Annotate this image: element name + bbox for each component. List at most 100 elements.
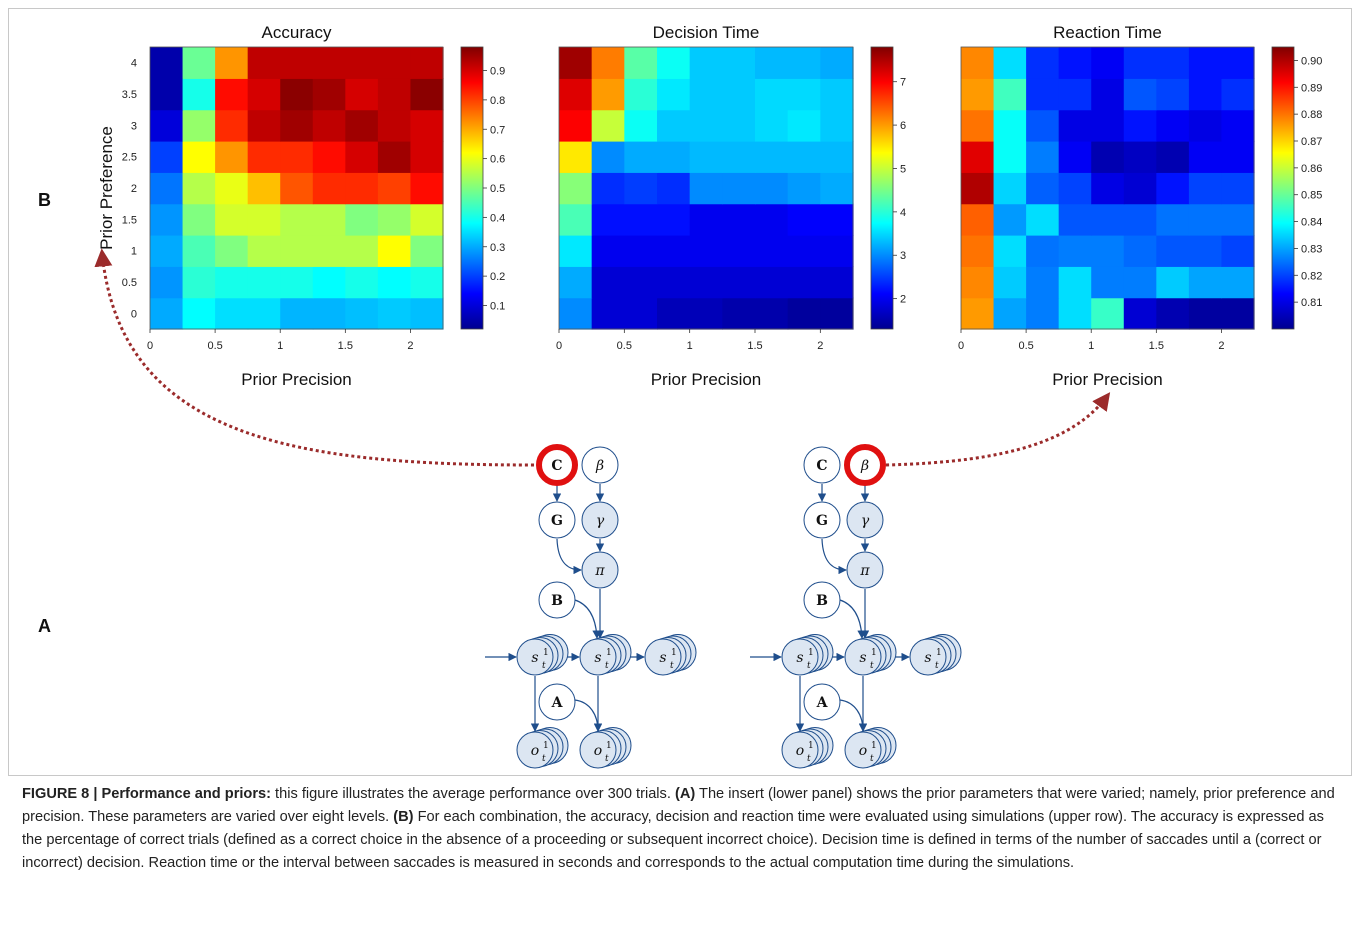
heatmap-cell bbox=[657, 172, 691, 205]
heatmap-cell bbox=[1026, 141, 1060, 173]
heatmap-cell bbox=[377, 109, 412, 142]
heatmap-cell bbox=[657, 266, 691, 299]
node-label: γ bbox=[596, 513, 605, 529]
heatmap-cell bbox=[820, 266, 854, 299]
x-tick-label: 1 bbox=[687, 340, 693, 352]
heatmap-cell bbox=[624, 78, 658, 111]
heatmap-cell bbox=[1221, 266, 1255, 299]
heatmap-cell bbox=[787, 235, 821, 267]
x-tick-label: 0.5 bbox=[1018, 340, 1033, 352]
heatmap-cell bbox=[624, 203, 658, 236]
heatmap-cell bbox=[215, 266, 249, 299]
heatmap-cell bbox=[345, 141, 379, 173]
figure-frame bbox=[8, 8, 1352, 776]
figure-graphics: Accuracy 0 0.5 1 1.5 2 Prior Precision 0 0.5 1 1.5… bbox=[94, 23, 1322, 769]
heatmap-cell bbox=[182, 203, 216, 236]
caption-part-3: For each combination, the accuracy, deci… bbox=[22, 809, 1324, 871]
graph-node bbox=[581, 551, 619, 589]
node-subscript: t bbox=[870, 661, 874, 671]
heatmap-cell bbox=[820, 78, 854, 111]
chart-title: Decision Time bbox=[653, 23, 760, 42]
heatmap-cell bbox=[280, 47, 314, 79]
heatmap-cell bbox=[722, 172, 756, 205]
heatmap-cell bbox=[410, 109, 444, 142]
heatmap-cell bbox=[1221, 172, 1255, 205]
heatmap-cell bbox=[787, 47, 821, 79]
heatmap-cell bbox=[345, 235, 379, 267]
heatmap-cell bbox=[820, 47, 854, 79]
y-tick-label: 3.5 bbox=[122, 89, 137, 101]
graph-node bbox=[803, 683, 841, 721]
node-subscript: t bbox=[605, 754, 609, 764]
heatmap-cell bbox=[787, 297, 821, 330]
node-label: β bbox=[860, 458, 869, 474]
colorbar-tick-label: 0.82 bbox=[1301, 270, 1322, 282]
edge-g-pi bbox=[821, 538, 847, 575]
heatmap-cell bbox=[410, 172, 444, 205]
heatmap-cell bbox=[1123, 172, 1157, 205]
graph-node bbox=[536, 444, 578, 486]
node-superscript: 1 bbox=[543, 648, 549, 658]
heatmap-cell bbox=[1221, 235, 1255, 267]
heatmap-cell bbox=[377, 203, 412, 236]
heatmap-cell bbox=[1188, 203, 1223, 236]
heatmap-cell bbox=[624, 109, 658, 142]
node-label: C bbox=[816, 458, 827, 474]
heatmap-cell bbox=[657, 203, 691, 236]
heatmap-cell bbox=[591, 266, 625, 299]
graph-node bbox=[538, 581, 576, 619]
caption-lead: FIGURE 8 | Performance and priors: bbox=[22, 786, 271, 802]
heatmap-cell bbox=[1091, 172, 1125, 205]
edge-a-o bbox=[574, 699, 603, 732]
heatmap-cell bbox=[1091, 266, 1125, 299]
heatmap-cell bbox=[247, 203, 281, 236]
heatmap-cell bbox=[410, 141, 444, 173]
heatmap-cell bbox=[657, 141, 691, 173]
node-superscript: 1 bbox=[871, 741, 877, 751]
heatmap-cell bbox=[787, 203, 821, 236]
heatmap-cell bbox=[247, 235, 281, 267]
x-tick-label: 2 bbox=[817, 340, 823, 352]
heatmap-cell bbox=[559, 172, 593, 205]
node-superscript: 1 bbox=[606, 648, 612, 658]
heatmap-cell bbox=[787, 266, 821, 299]
heatmap-cell bbox=[657, 109, 691, 142]
heatmap-cell bbox=[559, 78, 593, 111]
heatmap-cell bbox=[247, 78, 281, 111]
node-label: G bbox=[816, 513, 828, 529]
heatmap-cell bbox=[1156, 47, 1190, 79]
heatmap-cell bbox=[1123, 78, 1157, 111]
colorbar-tick-label: 0.90 bbox=[1301, 55, 1322, 67]
stacked-node bbox=[909, 638, 947, 676]
heatmap-cell bbox=[345, 47, 379, 79]
colorbar-tick-label: 0.2 bbox=[490, 271, 505, 283]
x-tick-label: 2 bbox=[407, 340, 413, 352]
heatmap-cell bbox=[722, 109, 756, 142]
node-superscript: 1 bbox=[671, 648, 677, 658]
colorbar-tick-label: 0.83 bbox=[1301, 243, 1322, 255]
heatmap-cell bbox=[1221, 203, 1255, 236]
heatmap-cell bbox=[1058, 141, 1092, 173]
heatmap-cell bbox=[182, 172, 216, 205]
heatmap-cell bbox=[993, 109, 1027, 142]
heatmap-cell bbox=[993, 203, 1027, 236]
node-superscript: 1 bbox=[936, 648, 942, 658]
heatmap-cell bbox=[312, 203, 346, 236]
heatmap-cell bbox=[1123, 203, 1157, 236]
heatmap-cell bbox=[150, 172, 184, 205]
heatmap-cell bbox=[961, 235, 995, 267]
heatmap-cell bbox=[755, 78, 789, 111]
heatmap-cell bbox=[215, 203, 249, 236]
colorbar bbox=[870, 46, 894, 330]
edge-g-pi bbox=[556, 538, 582, 575]
heatmap-cell bbox=[993, 172, 1027, 205]
heatmap-cell bbox=[961, 266, 995, 299]
heatmap-cell bbox=[1123, 235, 1157, 267]
node-label: o bbox=[859, 743, 867, 759]
decision-time-heatmap: Decision Time 0 0.5 1 1.5 2 Prior Precision 2 3 4… bbox=[556, 23, 906, 389]
heatmap-cell bbox=[150, 266, 184, 299]
stacked-node bbox=[844, 638, 882, 676]
heatmap-cell bbox=[559, 47, 593, 79]
heatmap-cell bbox=[1058, 297, 1092, 330]
node-label: o bbox=[594, 743, 602, 759]
